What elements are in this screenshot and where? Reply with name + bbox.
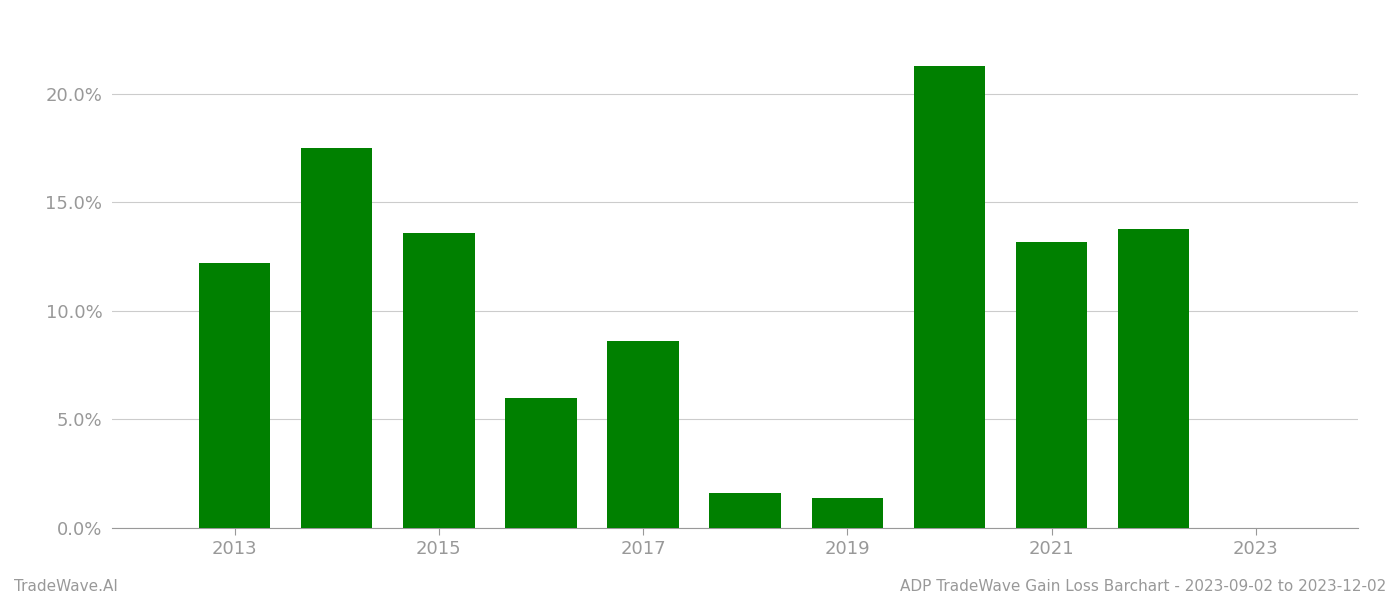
Bar (1119, 229, 1190, 528)
Bar (914, 66, 986, 528)
Bar (1016, 242, 1088, 528)
Bar (301, 148, 372, 528)
Text: ADP TradeWave Gain Loss Barchart - 2023-09-02 to 2023-12-02: ADP TradeWave Gain Loss Barchart - 2023-… (900, 579, 1386, 594)
Bar (199, 263, 270, 528)
Bar (812, 497, 883, 528)
Bar (710, 493, 781, 528)
Bar (403, 233, 475, 528)
Bar (505, 398, 577, 528)
Text: TradeWave.AI: TradeWave.AI (14, 579, 118, 594)
Bar (608, 341, 679, 528)
